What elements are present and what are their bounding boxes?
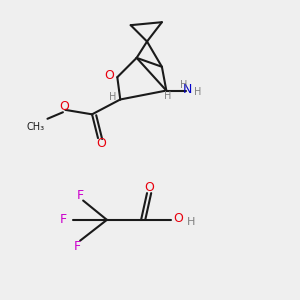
Text: H: H <box>194 87 201 97</box>
Text: O: O <box>96 137 106 150</box>
Text: O: O <box>104 69 114 82</box>
Text: H: H <box>109 92 116 101</box>
Text: O: O <box>144 181 154 194</box>
Text: F: F <box>60 213 67 226</box>
Text: N: N <box>182 83 192 97</box>
Text: H: H <box>181 80 188 90</box>
Text: H: H <box>187 217 196 227</box>
Text: O: O <box>59 100 69 113</box>
Text: F: F <box>74 239 81 253</box>
Text: O: O <box>173 212 183 226</box>
Text: CH₃: CH₃ <box>26 122 44 132</box>
Text: H: H <box>164 91 172 101</box>
Text: F: F <box>76 189 84 202</box>
